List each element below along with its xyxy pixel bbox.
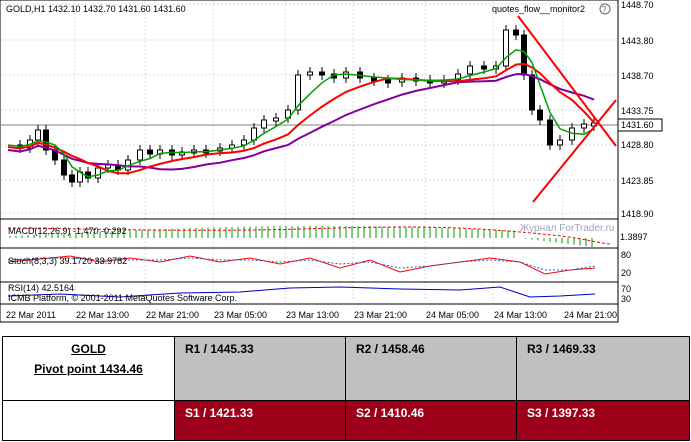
- chart-canvas[interactable]: GOLD,H1 1432.10 1432.70 1431.60 1431.60 …: [0, 0, 691, 330]
- candle-body: [467, 65, 473, 75]
- time-tick: 24 Mar 13:00: [494, 310, 547, 320]
- pivot-table: GOLD Pivot point 1434.46 R1 / 1445.33 R2…: [2, 336, 690, 441]
- candle-body: [529, 74, 535, 111]
- candle-body: [557, 139, 563, 146]
- time-tick: 24 Mar 05:00: [426, 310, 479, 320]
- price-tick: 1438.70: [621, 71, 654, 81]
- candle-body: [581, 123, 587, 129]
- s3-cell: S3 / 1397.33: [516, 400, 690, 441]
- s1-cell: S1 / 1421.33: [174, 400, 346, 441]
- price-tick: 1428.80: [621, 140, 654, 150]
- price-tick: 1443.80: [621, 36, 654, 46]
- candle-body: [43, 129, 49, 151]
- rsi-scale-low: 30: [621, 294, 631, 304]
- macd-signal-line: [7, 226, 611, 245]
- price-chart[interactable]: GOLD,H1 1432.10 1432.70 1431.60 1431.60 …: [0, 0, 691, 330]
- stoch-scale-high: 80: [621, 250, 631, 260]
- stoch-main-line: [7, 255, 596, 275]
- rsi-scale-high: 70: [621, 284, 631, 294]
- indicator-name: quotes_flow__monitor2: [492, 4, 585, 14]
- trend-lines[interactable]: [517, 15, 617, 203]
- s3-label: S3 / 1397.33: [527, 406, 596, 420]
- r1-label: R1 / 1445.33: [185, 342, 254, 356]
- candle-body: [35, 129, 41, 141]
- stoch-label: Stoch(8,3,3) 39.1720 33.9782: [8, 256, 127, 266]
- current-price-label: 1431.60: [621, 120, 654, 130]
- s1-label: S1 / 1421.33: [185, 406, 254, 420]
- empty-cell: [2, 400, 175, 441]
- candle-body: [481, 65, 487, 70]
- time-tick: 23 Mar 21:00: [354, 310, 407, 320]
- time-tick: 22 Mar 21:00: [146, 310, 199, 320]
- s2-label: S2 / 1410.46: [356, 406, 425, 420]
- price-axis: 1448.70 1443.80 1438.70 1433.75 1428.80 …: [617, 0, 663, 219]
- candle-body: [503, 29, 509, 67]
- indicator-settings-icon[interactable]: ?: [599, 3, 611, 15]
- time-tick: 22 Mar 2011: [6, 310, 56, 320]
- candle-body: [273, 117, 279, 122]
- candle-body: [513, 29, 519, 36]
- candle-body: [295, 74, 301, 111]
- watermark: Журнал ForTrader.ru: [520, 223, 614, 234]
- ma-mid-line: [7, 62, 595, 175]
- candle-body: [537, 109, 543, 121]
- candle-body: [307, 71, 313, 76]
- candle-body: [69, 174, 75, 183]
- stoch-scale-low: 20: [621, 268, 631, 278]
- r1-cell: R1 / 1445.33: [174, 336, 346, 401]
- price-tick: 1448.70: [621, 0, 654, 10]
- chart-header: GOLD,H1 1432.10 1432.70 1431.60 1431.60: [6, 4, 186, 14]
- macd-label: MACD(12,26,9) -1.470 -0.292: [8, 226, 127, 236]
- svg-text:?: ?: [602, 5, 607, 14]
- r2-cell: R2 / 1458.46: [345, 336, 517, 401]
- candle-body: [319, 71, 325, 76]
- symbol-cell: GOLD Pivot point 1434.46: [2, 336, 175, 401]
- current-price-box: [617, 118, 663, 132]
- symbol-label: GOLD: [71, 342, 106, 356]
- copyright-text: ICMB Platform, © 2001-2011 MetaQuotes So…: [8, 293, 237, 303]
- candle-body: [547, 119, 553, 146]
- time-tick: 22 Mar 13:00: [76, 310, 129, 320]
- pivot-label: Pivot point 1434.46: [34, 362, 143, 376]
- rsi-line: [7, 286, 596, 298]
- s2-cell: S2 / 1410.46: [345, 400, 517, 441]
- price-tick: 1433.75: [621, 106, 654, 116]
- time-tick: 23 Mar 05:00: [214, 310, 267, 320]
- time-tick: 24 Mar 21:00: [564, 310, 617, 320]
- r3-label: R3 / 1469.33: [527, 342, 596, 356]
- price-tick: 1418.90: [621, 209, 654, 219]
- rsi-label: RSI(14) 42.5164: [8, 283, 74, 293]
- candle-body: [385, 79, 391, 84]
- time-tick: 23 Mar 13:00: [286, 310, 339, 320]
- candle-body: [261, 119, 267, 129]
- time-axis: 22 Mar 2011 22 Mar 13:00 22 Mar 21:00 23…: [6, 310, 617, 320]
- ma-fast-line: [7, 48, 595, 178]
- macd-histogram: [9, 226, 593, 247]
- price-tick: 1423.85: [621, 176, 654, 186]
- candle-body: [455, 73, 461, 81]
- r3-cell: R3 / 1469.33: [516, 336, 690, 401]
- candle-body: [61, 159, 67, 176]
- r2-label: R2 / 1458.46: [356, 342, 425, 356]
- candle-body: [137, 149, 143, 161]
- candle-body: [95, 167, 101, 179]
- candle-body: [343, 71, 349, 79]
- candle-body: [147, 149, 153, 155]
- macd-scale: 1.3897: [620, 232, 648, 242]
